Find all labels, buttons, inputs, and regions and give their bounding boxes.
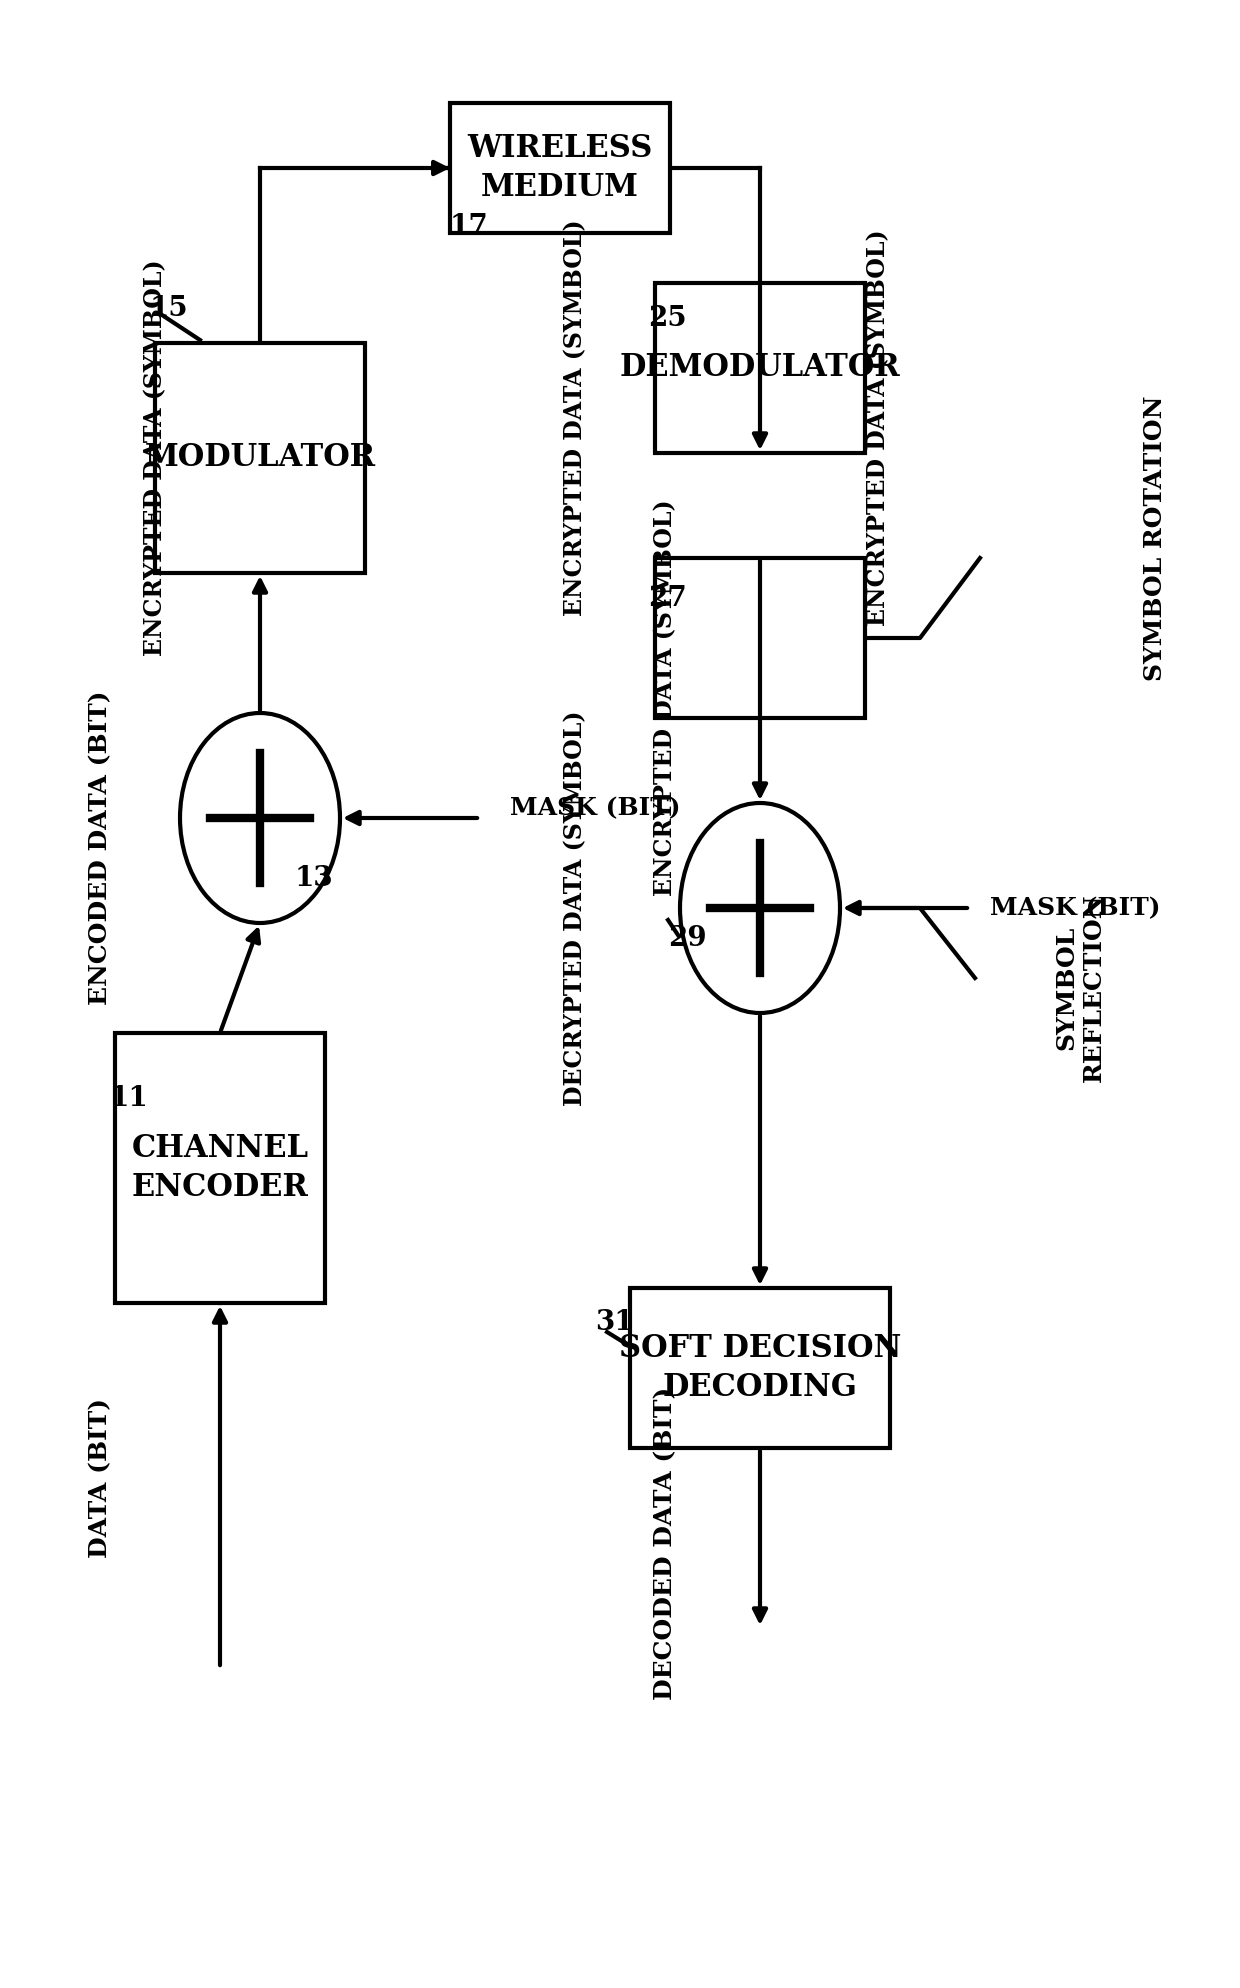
FancyBboxPatch shape bbox=[655, 282, 866, 453]
FancyBboxPatch shape bbox=[155, 344, 365, 573]
FancyBboxPatch shape bbox=[655, 559, 866, 718]
Text: ENCRYPTED DATA (SYMBOL): ENCRYPTED DATA (SYMBOL) bbox=[563, 221, 587, 616]
Text: CHANNEL
ENCODER: CHANNEL ENCODER bbox=[131, 1133, 309, 1203]
Text: MASK (BIT): MASK (BIT) bbox=[990, 897, 1161, 920]
Text: DECRYPTED DATA (SYMBOL): DECRYPTED DATA (SYMBOL) bbox=[563, 710, 587, 1105]
Text: 25: 25 bbox=[649, 304, 687, 332]
Text: DATA (BIT): DATA (BIT) bbox=[88, 1398, 112, 1559]
Text: 13: 13 bbox=[295, 865, 334, 891]
FancyBboxPatch shape bbox=[450, 103, 670, 233]
Text: 31: 31 bbox=[595, 1310, 634, 1336]
Text: ENCODED DATA (BIT): ENCODED DATA (BIT) bbox=[88, 690, 112, 1006]
Text: 17: 17 bbox=[450, 213, 489, 239]
Text: MODULATOR: MODULATOR bbox=[144, 443, 376, 473]
Text: MASK (BIT): MASK (BIT) bbox=[510, 795, 681, 819]
Text: WIRELESS
MEDIUM: WIRELESS MEDIUM bbox=[467, 133, 652, 203]
Text: ENCRYPTED DATA (SYMBOL): ENCRYPTED DATA (SYMBOL) bbox=[653, 499, 677, 897]
Ellipse shape bbox=[680, 803, 839, 1014]
Ellipse shape bbox=[180, 714, 340, 922]
FancyBboxPatch shape bbox=[630, 1288, 890, 1447]
Text: SYMBOL
REFLECTION: SYMBOL REFLECTION bbox=[1054, 895, 1106, 1081]
Text: ENCRYPTED DATA (SYMBOL): ENCRYPTED DATA (SYMBOL) bbox=[866, 231, 890, 626]
Text: 29: 29 bbox=[668, 924, 707, 952]
Text: SYMBOL ROTATION: SYMBOL ROTATION bbox=[1143, 396, 1167, 680]
Text: 27: 27 bbox=[649, 584, 687, 612]
Text: SOFT DECISION
DECODING: SOFT DECISION DECODING bbox=[619, 1334, 901, 1404]
Text: ENCRYPTED DATA (SYMBOL): ENCRYPTED DATA (SYMBOL) bbox=[143, 260, 167, 656]
Text: 11: 11 bbox=[110, 1085, 149, 1111]
Text: DEMODULATOR: DEMODULATOR bbox=[620, 352, 900, 384]
Text: 15: 15 bbox=[150, 294, 188, 322]
FancyBboxPatch shape bbox=[115, 1034, 325, 1302]
Text: DECODED DATA (BIT): DECODED DATA (BIT) bbox=[653, 1386, 677, 1700]
